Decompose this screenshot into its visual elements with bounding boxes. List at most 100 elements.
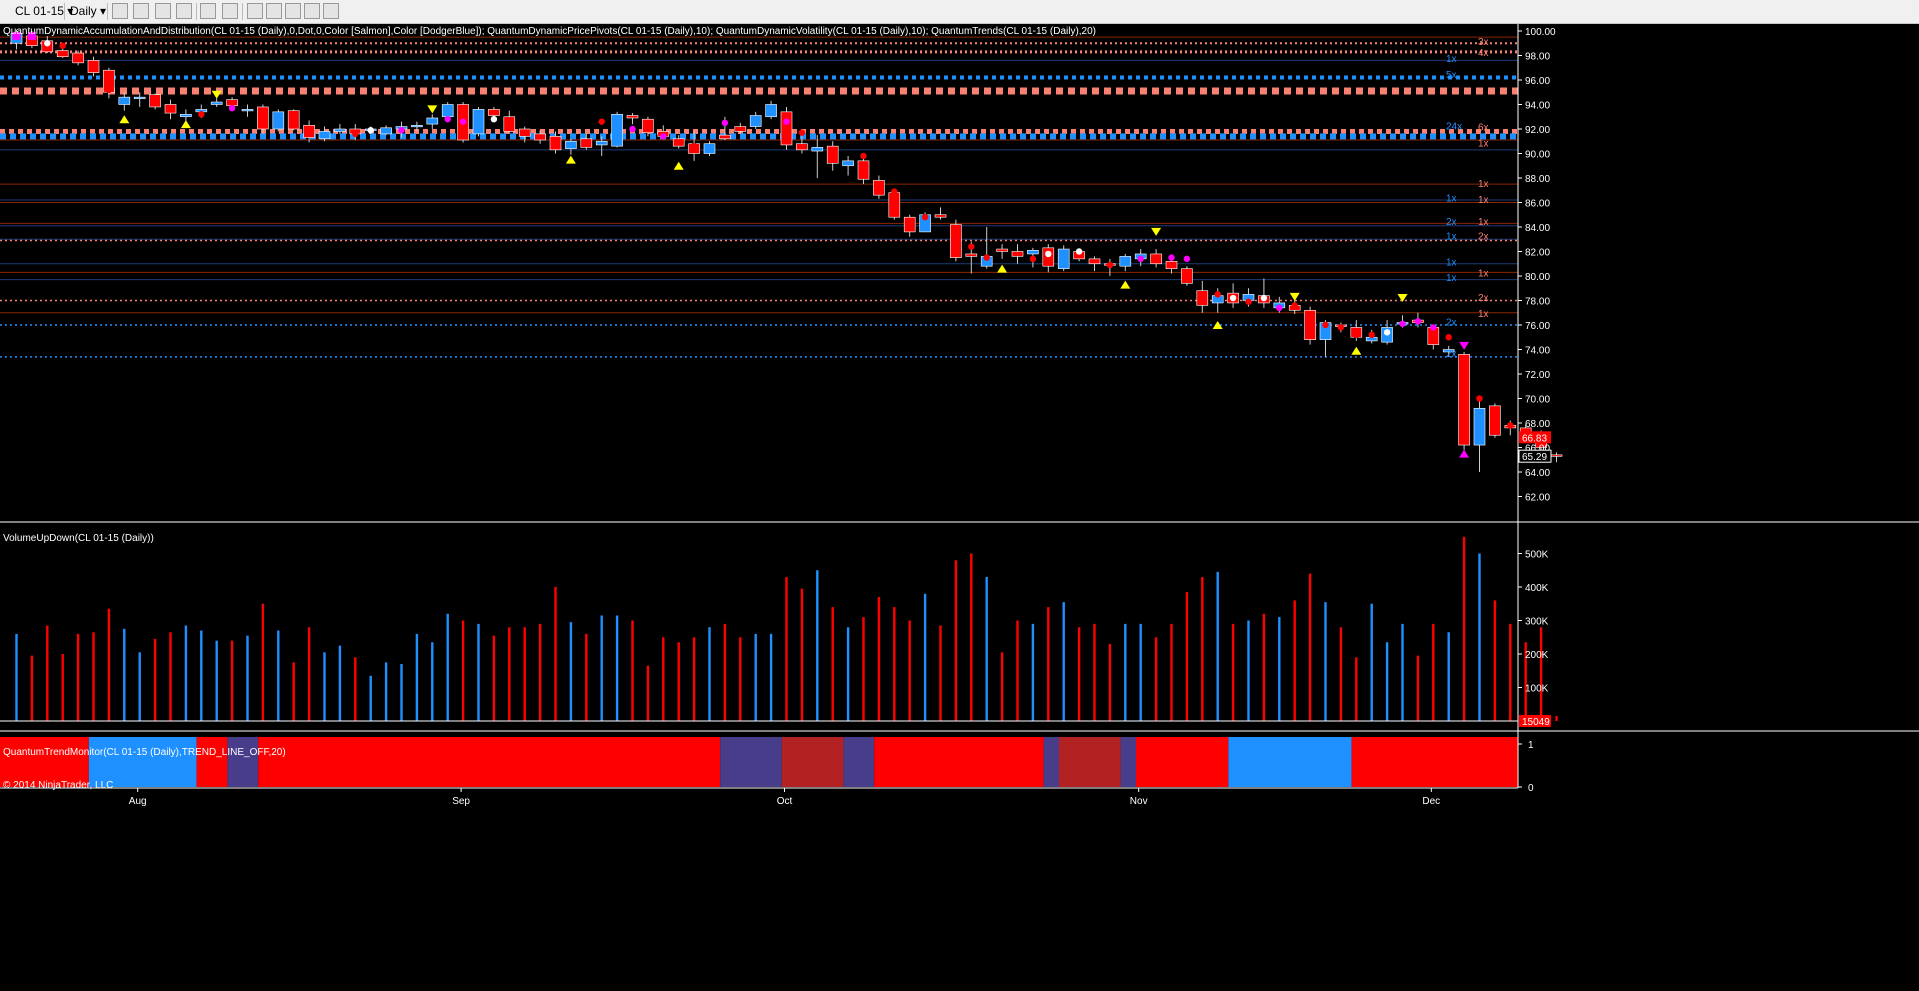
close-price-label: 65.29 bbox=[1522, 452, 1547, 463]
candle-body bbox=[1150, 253, 1162, 265]
candle-body bbox=[1088, 258, 1101, 265]
candle-body bbox=[411, 125, 423, 128]
pivot-triangle-down bbox=[1151, 227, 1162, 236]
trend-segment bbox=[720, 737, 782, 787]
level-multiplier-label: 1x bbox=[1478, 179, 1489, 190]
candle-body bbox=[488, 109, 500, 116]
indicator-dot bbox=[259, 116, 267, 123]
chart-trader-icon[interactable] bbox=[285, 3, 301, 19]
level-multiplier-label: 24x bbox=[1446, 121, 1462, 132]
pivot-triangle-down bbox=[1397, 294, 1408, 303]
volume-tick-label: 400K bbox=[1525, 583, 1549, 594]
indicator-dot bbox=[444, 116, 451, 123]
x-tick-label: Dec bbox=[1422, 796, 1440, 807]
strategy-icon[interactable] bbox=[304, 3, 320, 19]
indicator-dot bbox=[1507, 422, 1514, 429]
crosshair-icon[interactable] bbox=[176, 3, 192, 19]
y-tick-label: 76.00 bbox=[1525, 321, 1550, 332]
level-multiplier-label: 1x bbox=[1446, 54, 1457, 65]
indicator-dot bbox=[1075, 248, 1083, 255]
candle-body bbox=[72, 52, 84, 64]
pointer-icon[interactable] bbox=[155, 3, 171, 19]
bar-type-icon[interactable] bbox=[112, 3, 128, 19]
pivot-triangle-down bbox=[211, 90, 222, 99]
indicator-markers bbox=[12, 31, 1514, 458]
y-tick-label: 82.00 bbox=[1525, 248, 1550, 259]
indicator-dot bbox=[1260, 294, 1268, 302]
window-icon[interactable] bbox=[323, 3, 339, 19]
candle-body bbox=[1196, 290, 1209, 306]
candle-body bbox=[765, 104, 777, 118]
trend-segment bbox=[196, 737, 228, 787]
y-tick-label: 74.00 bbox=[1525, 346, 1550, 357]
indicator-dot bbox=[44, 40, 51, 47]
level-multiplier-label: 2x bbox=[1446, 317, 1457, 328]
pivot-triangle-up bbox=[1459, 449, 1470, 458]
indicator-dot bbox=[1137, 255, 1144, 263]
indicator-dot bbox=[1229, 294, 1237, 302]
y-tick-label: 96.00 bbox=[1525, 76, 1550, 87]
indicator-dot bbox=[660, 133, 667, 140]
indicator-dot bbox=[798, 129, 806, 136]
cursor-icon[interactable] bbox=[200, 3, 216, 19]
level-multiplier-label: 2x bbox=[1478, 293, 1489, 304]
indicator-dot bbox=[1276, 304, 1283, 312]
pivot-triangle-up bbox=[997, 264, 1008, 273]
y-tick-label: 88.00 bbox=[1525, 174, 1550, 185]
y-tick-label: 98.00 bbox=[1525, 52, 1550, 63]
x-tick-label: Oct bbox=[777, 796, 793, 807]
candle-body bbox=[287, 110, 300, 130]
candle-body bbox=[950, 224, 962, 258]
indicator-dot bbox=[490, 116, 498, 123]
y-tick-label: 66.00 bbox=[1525, 444, 1550, 455]
level-multiplier-label: 1x bbox=[1478, 195, 1489, 206]
candle-body bbox=[1489, 405, 1501, 436]
candle-body bbox=[1550, 454, 1563, 457]
level-multiplier-label: 1x bbox=[1446, 257, 1457, 268]
indicator-dot bbox=[1106, 261, 1114, 269]
volume-tick-label: 200K bbox=[1525, 650, 1549, 661]
candle-body bbox=[1473, 407, 1486, 446]
indicator-square bbox=[12, 31, 21, 40]
candle-body bbox=[719, 134, 731, 140]
x-tick-label: Aug bbox=[129, 796, 147, 807]
indicator-dot bbox=[1245, 298, 1252, 305]
last-price-label: 66.83 bbox=[1522, 433, 1547, 444]
candle-body bbox=[180, 114, 192, 118]
drawing-pencil-icon[interactable] bbox=[133, 3, 149, 19]
trend-segment bbox=[227, 737, 259, 787]
candle-body bbox=[549, 136, 562, 151]
indicator-dot bbox=[367, 127, 374, 134]
data-box-icon[interactable] bbox=[266, 3, 282, 19]
indicator-dot bbox=[1045, 250, 1052, 258]
indicator-dot bbox=[860, 152, 867, 160]
indicator-dot bbox=[1476, 395, 1483, 402]
indicator-dot bbox=[598, 118, 605, 125]
candle-body bbox=[796, 143, 808, 151]
trend-segment bbox=[843, 737, 875, 787]
candle-body bbox=[87, 60, 100, 73]
zoom-icon[interactable] bbox=[222, 3, 238, 19]
candle-body bbox=[672, 138, 685, 147]
instrument-selector[interactable]: CL 01-15 ▾ bbox=[15, 4, 74, 18]
candle-body bbox=[1165, 261, 1178, 269]
candle-body bbox=[565, 140, 577, 149]
y-tick-label: 92.00 bbox=[1525, 125, 1550, 136]
candle-body bbox=[595, 140, 608, 146]
candle-body bbox=[534, 133, 546, 141]
level-multiplier-label: 2x bbox=[1446, 217, 1457, 228]
properties-icon[interactable] bbox=[247, 3, 263, 19]
candle-body bbox=[826, 145, 839, 164]
indicator-dot bbox=[352, 130, 359, 138]
trend-segment bbox=[1228, 737, 1352, 787]
period-selector[interactable]: Daily ▾ bbox=[70, 4, 107, 18]
volume-tick-label: 300K bbox=[1525, 617, 1549, 628]
indicator-dot bbox=[783, 118, 790, 125]
candle-body bbox=[380, 127, 392, 135]
level-multiplier-label: 6x bbox=[1478, 123, 1489, 134]
candle-body bbox=[226, 99, 238, 107]
candle-body bbox=[518, 128, 531, 137]
candle-body bbox=[703, 143, 716, 154]
indicator-dot bbox=[1353, 331, 1360, 338]
